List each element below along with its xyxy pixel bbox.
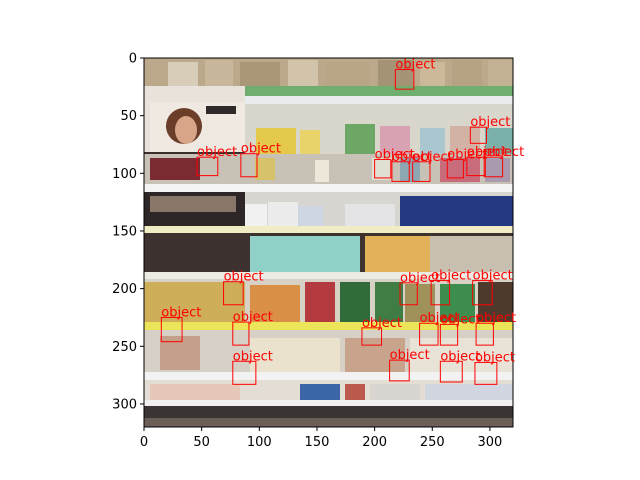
- y-tick-label: 0: [129, 52, 137, 67]
- x-tick-label: 300: [478, 435, 503, 450]
- detection-box: [419, 322, 439, 346]
- detection-label: object: [390, 348, 430, 363]
- detection-box: [483, 156, 504, 178]
- detection-box: [439, 360, 463, 383]
- y-tick-label: 250: [112, 340, 137, 355]
- detection-label: object: [467, 145, 507, 160]
- detection-box: [412, 161, 431, 182]
- detection-box: [472, 280, 493, 306]
- detection-label: object: [473, 269, 513, 284]
- x-tick-label: 250: [420, 435, 445, 450]
- detection-label: object: [431, 269, 471, 284]
- detection-label: object: [440, 312, 480, 327]
- x-tick-label: 50: [193, 435, 210, 450]
- y-tick-label: 300: [112, 397, 137, 412]
- axes-frame: [143, 57, 514, 428]
- detection-box: [223, 281, 244, 306]
- detection-box: [466, 156, 486, 177]
- y-axis: 0 50 100 150 200 250 300: [112, 52, 144, 412]
- detection-box: [430, 280, 451, 306]
- detection-box: [240, 153, 258, 178]
- y-tick-label: 200: [112, 282, 137, 297]
- y-tick-label: 150: [112, 224, 137, 239]
- detection-box: [232, 321, 250, 346]
- detection-label: object: [400, 271, 440, 286]
- detection-label: object: [395, 58, 435, 73]
- x-tick-label: 100: [247, 435, 272, 450]
- detection-box: [196, 156, 219, 177]
- detection-label: object: [447, 147, 487, 162]
- detection-box: [374, 158, 392, 179]
- detection-box: [446, 158, 464, 179]
- detection-label: object: [233, 310, 273, 325]
- y-tick-label: 100: [112, 167, 137, 182]
- detection-label: object: [375, 147, 415, 162]
- detection-box: [475, 322, 494, 346]
- x-tick-label: 200: [362, 435, 387, 450]
- detection-label: object: [420, 311, 460, 326]
- detection-label: object: [233, 349, 273, 364]
- detection-box: [394, 69, 415, 90]
- detection-box: [469, 126, 487, 144]
- detection-label: object: [161, 305, 201, 320]
- detection-label: object: [362, 316, 402, 331]
- y-tick-label: 50: [120, 109, 137, 124]
- detection-label: object: [224, 270, 264, 285]
- store-shelf-photo: [144, 58, 513, 427]
- detection-box: [474, 361, 498, 385]
- detection-box: [391, 161, 410, 182]
- detection-label: object: [197, 145, 237, 160]
- detection-box: [439, 323, 459, 346]
- detection-label: object: [476, 311, 516, 326]
- detection-label: object: [392, 150, 432, 165]
- detection-label: object: [241, 142, 281, 157]
- detection-box: [232, 360, 257, 385]
- detection-box: [361, 327, 383, 346]
- x-tick-label: 150: [305, 435, 330, 450]
- x-tick-label: 0: [140, 435, 148, 450]
- detection-label: object: [470, 115, 510, 130]
- detection-label: object: [484, 145, 524, 160]
- detection-label: object: [440, 349, 480, 364]
- detection-label: object: [475, 350, 515, 365]
- detection-box: [399, 282, 418, 306]
- detection-label: object: [413, 150, 453, 165]
- detection-box: [389, 359, 410, 382]
- x-axis: 0 50 100 150 200 250 300: [140, 427, 502, 450]
- detection-box: [160, 316, 183, 343]
